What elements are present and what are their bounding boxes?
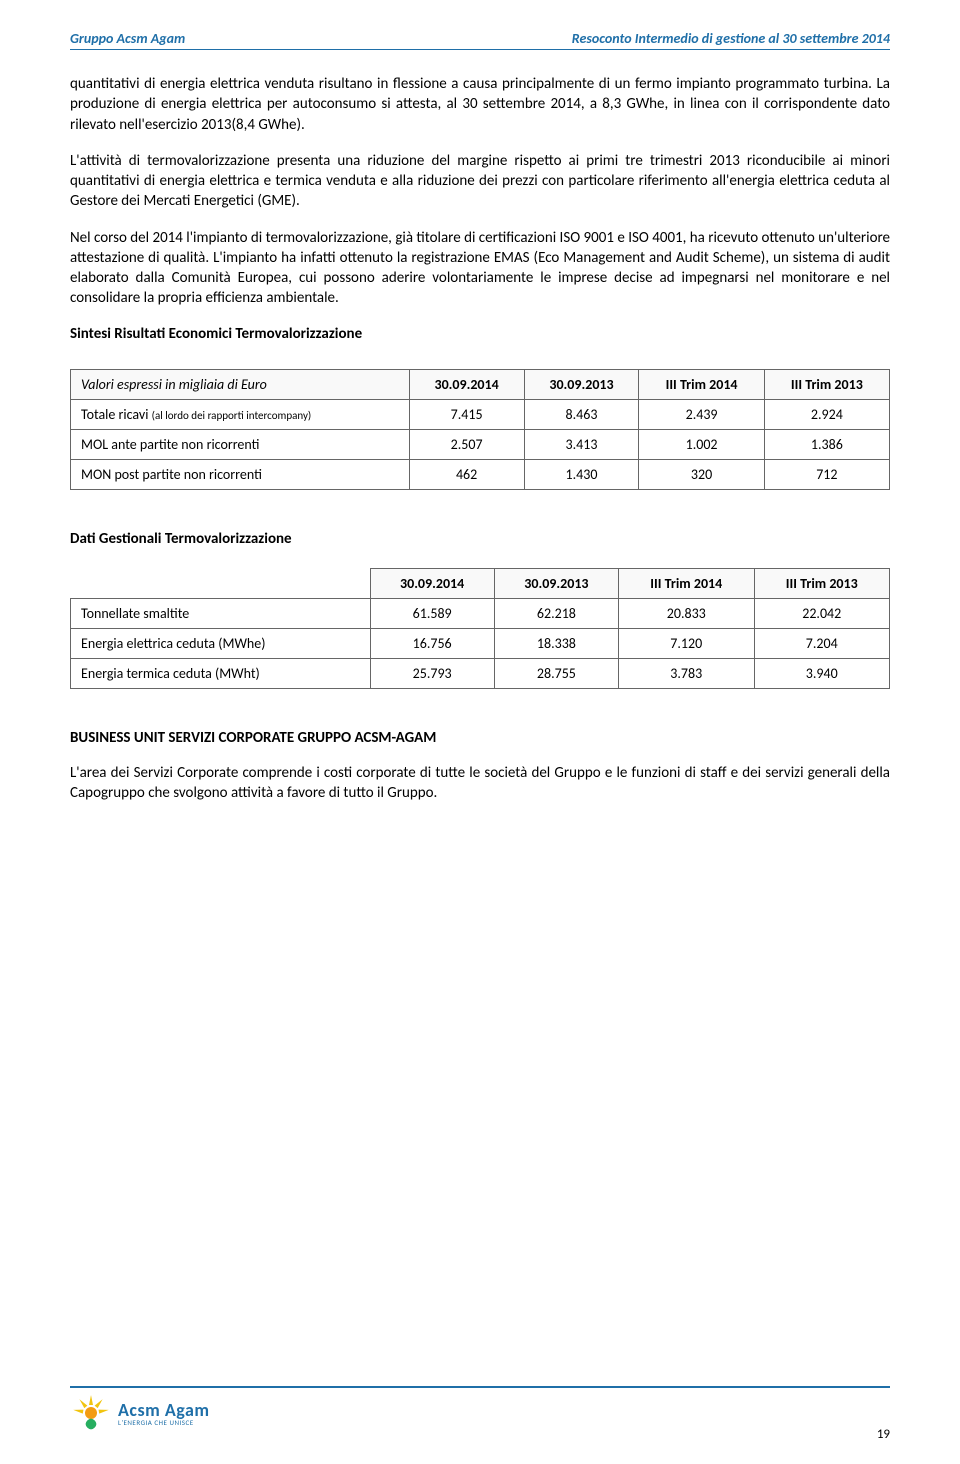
row-label: Energia elettrica ceduta (MWhe) xyxy=(71,628,371,658)
cell: 3.940 xyxy=(754,658,890,688)
col-header: III Trim 2013 xyxy=(754,568,890,598)
cell: 61.589 xyxy=(370,598,494,628)
col-header: III Trim 2014 xyxy=(619,568,754,598)
page-number: 19 xyxy=(877,1427,890,1442)
cell: 462 xyxy=(409,459,524,489)
logo-tagline: L'ENERGIA CHE UNISCE xyxy=(118,1419,210,1426)
cell: 3.783 xyxy=(619,658,754,688)
page-header: Gruppo Acsm Agam Resoconto Intermedio di… xyxy=(70,30,890,50)
header-left: Gruppo Acsm Agam xyxy=(70,30,185,47)
cell: 7.120 xyxy=(619,628,754,658)
cell: 22.042 xyxy=(754,598,890,628)
col-header: 30.09.2014 xyxy=(370,568,494,598)
col-header: 30.09.2013 xyxy=(494,568,618,598)
table-sintesi-risultati: Valori espressi in migliaia di Euro 30.0… xyxy=(70,369,890,490)
cell: 2.439 xyxy=(639,399,764,429)
cell: 1.002 xyxy=(639,429,764,459)
cell: 3.413 xyxy=(524,429,639,459)
sun-logo-icon xyxy=(70,1392,112,1434)
table-row: Energia elettrica ceduta (MWhe) 16.756 1… xyxy=(71,628,890,658)
row-label: Tonnellate smaltite xyxy=(71,598,371,628)
cell: 16.756 xyxy=(370,628,494,658)
cell: 28.755 xyxy=(494,658,618,688)
table-row: Valori espressi in migliaia di Euro 30.0… xyxy=(71,369,890,399)
cell: 712 xyxy=(764,459,889,489)
logo: Acsm Agam L'ENERGIA CHE UNISCE xyxy=(70,1392,210,1434)
cell: 8.463 xyxy=(524,399,639,429)
section-heading-sintesi: Sintesi Risultati Economici Termovaloriz… xyxy=(70,325,890,343)
row-label: Energia termica ceduta (MWht) xyxy=(71,658,371,688)
cell: 1.430 xyxy=(524,459,639,489)
row-label: Totale ricavi (al lordo dei rapporti int… xyxy=(71,399,410,429)
paragraph-1: quantitativi di energia elettrica vendut… xyxy=(70,74,890,135)
row-label: MON post partite non ricorrenti xyxy=(71,459,410,489)
table-row: Energia termica ceduta (MWht) 25.793 28.… xyxy=(71,658,890,688)
col-header: 30.09.2013 xyxy=(524,369,639,399)
table-row: 30.09.2014 30.09.2013 III Trim 2014 III … xyxy=(71,568,890,598)
table-row: MOL ante partite non ricorrenti 2.507 3.… xyxy=(71,429,890,459)
cell: 62.218 xyxy=(494,598,618,628)
paragraph-2: L'attività di termovalorizzazione presen… xyxy=(70,151,890,212)
table-row: MON post partite non ricorrenti 462 1.43… xyxy=(71,459,890,489)
col-header: 30.09.2014 xyxy=(409,369,524,399)
table-row: Tonnellate smaltite 61.589 62.218 20.833… xyxy=(71,598,890,628)
col-header-empty xyxy=(71,568,371,598)
cell: 320 xyxy=(639,459,764,489)
cell: 1.386 xyxy=(764,429,889,459)
logo-name: Acsm Agam xyxy=(118,1401,210,1419)
table-dati-gestionali: 30.09.2014 30.09.2013 III Trim 2014 III … xyxy=(70,568,890,689)
col-header-label: Valori espressi in migliaia di Euro xyxy=(71,369,410,399)
table-row: Totale ricavi (al lordo dei rapporti int… xyxy=(71,399,890,429)
cell: 7.415 xyxy=(409,399,524,429)
cell: 2.924 xyxy=(764,399,889,429)
cell: 7.204 xyxy=(754,628,890,658)
cell: 20.833 xyxy=(619,598,754,628)
cell: 18.338 xyxy=(494,628,618,658)
cell: 2.507 xyxy=(409,429,524,459)
paragraph-4: L'area dei Servizi Corporate comprende i… xyxy=(70,763,890,804)
header-right: Resoconto Intermedio di gestione al 30 s… xyxy=(572,30,890,47)
paragraph-3: Nel corso del 2014 l'impianto di termova… xyxy=(70,228,890,309)
col-header: III Trim 2014 xyxy=(639,369,764,399)
page-footer: Acsm Agam L'ENERGIA CHE UNISCE 19 xyxy=(70,1386,890,1434)
section-heading-business-unit: BUSINESS UNIT SERVIZI CORPORATE GRUPPO A… xyxy=(70,729,890,747)
section-heading-dati-gestionali: Dati Gestionali Termovalorizzazione xyxy=(70,530,890,548)
cell: 25.793 xyxy=(370,658,494,688)
col-header: III Trim 2013 xyxy=(764,369,889,399)
row-label: MOL ante partite non ricorrenti xyxy=(71,429,410,459)
